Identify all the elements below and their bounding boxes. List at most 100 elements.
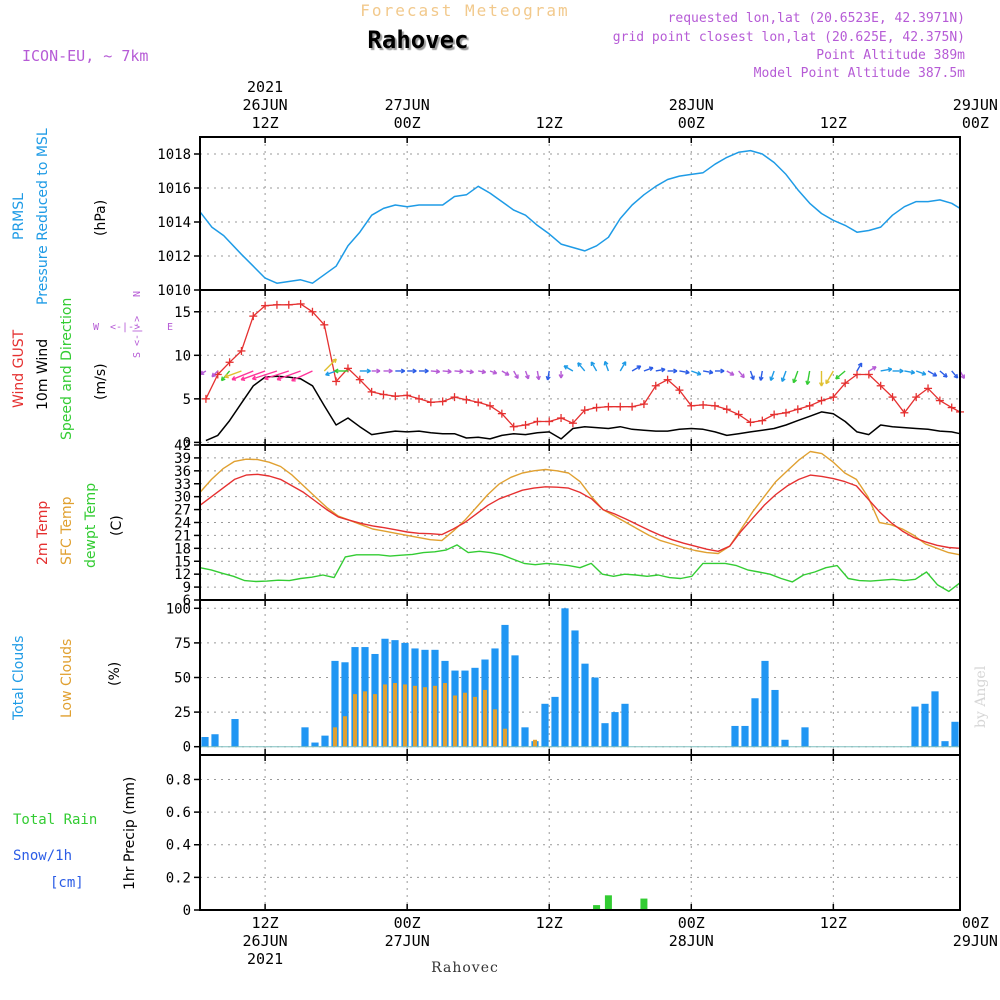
wind-direction-arrow [489, 369, 498, 375]
wind-direction-arrow [631, 365, 642, 372]
gust-marker [261, 301, 270, 310]
gust-marker [817, 396, 826, 405]
top-time-label: 00Z [678, 114, 705, 132]
wind-direction-arrow [691, 370, 702, 376]
gust-marker [912, 393, 921, 402]
wind-direction-arrow [818, 370, 825, 387]
precip-tick-label: 0 [183, 903, 191, 919]
gust-marker [320, 320, 329, 329]
wind-direction-arrow [240, 370, 266, 381]
total-cloud-bar [211, 734, 219, 747]
total-cloud-bar [491, 648, 499, 747]
wind-direction-arrow [231, 370, 254, 381]
gust-marker [379, 390, 388, 399]
gust-marker [734, 410, 743, 419]
gust-marker [853, 370, 862, 379]
wind-direction-arrow [726, 370, 735, 376]
total-cloud-bar [761, 660, 769, 747]
bottom-time-label: 27JUN [385, 932, 430, 950]
wind-direction-arrow [454, 368, 464, 374]
clouds-tick-label: 75 [174, 636, 191, 652]
total-cloud-bar [751, 698, 759, 747]
wind-direction-arrow [805, 370, 811, 386]
total-cloud-bar [331, 660, 339, 747]
wind-direction-arrow [513, 370, 519, 380]
wind-speed-line [205, 375, 961, 442]
wind-direction-arrow [769, 370, 775, 382]
total-cloud-bar [801, 727, 809, 747]
gust-marker [284, 300, 293, 309]
wind-direction-arrow [276, 370, 301, 381]
footer-location: Rahovec [431, 960, 499, 976]
gust-marker [580, 406, 589, 415]
total-cloud-bar [591, 677, 599, 747]
bottom-time-label: 12Z [536, 914, 563, 932]
wind-direction-arrow [915, 370, 927, 376]
gust-marker [687, 401, 696, 410]
total-cloud-bar [931, 691, 939, 747]
total-rain-label: Total Rain [13, 812, 97, 828]
wind-direction-arrow [558, 370, 564, 379]
low-cloud-bar [363, 691, 367, 747]
gust-marker [332, 377, 341, 386]
temp-sfc-label: SFC Temp [59, 496, 75, 565]
temp-2m-label: 2m Temp [35, 501, 51, 565]
wind-direction-arrow [655, 367, 666, 373]
low-cloud-bar [333, 727, 337, 747]
total-cloud-bar [321, 735, 329, 747]
rain-bar [604, 895, 612, 910]
pressure-panel: 1010 1012 1014 1016 1018 [157, 136, 961, 299]
pressure-line [199, 149, 961, 284]
top-time-label: 28JUN [669, 96, 714, 114]
snow-label: Snow/1h [13, 848, 72, 864]
top-time-label: 00Z [394, 114, 421, 132]
gust-marker [391, 392, 400, 401]
low-cloud-bar [433, 685, 437, 747]
temp-tick-label: 9 [183, 580, 191, 596]
watermark: by Angel [973, 665, 989, 728]
gust-marker [876, 381, 885, 390]
gust-marker [521, 420, 530, 429]
total-cloud-bar [771, 689, 779, 747]
pressure-tick-label: 1012 [157, 249, 191, 265]
bottom-time-label: 00Z [962, 914, 989, 932]
wind-direction-arrow [939, 370, 948, 378]
temp-tick-label: 39 [174, 451, 191, 467]
wind-direction-arrow [535, 370, 541, 381]
low-cloud-bar [423, 687, 427, 747]
gust-marker [415, 394, 424, 403]
precip-tick-label: 0.2 [166, 870, 191, 886]
total-clouds-label: Total Clouds [11, 636, 27, 721]
wind-direction-arrow [738, 370, 745, 379]
wind-direction-arrow [334, 368, 348, 374]
wind-direction-arrow [291, 370, 313, 382]
temp-2m-line [199, 473, 961, 552]
total-cloud-bar [741, 725, 749, 747]
total-cloud-bar [551, 696, 559, 747]
wind-direction-arrow [904, 369, 916, 375]
total-cloud-bar [201, 737, 209, 747]
wind-direction-arrow [856, 362, 863, 372]
location-title: Rahovec [367, 26, 468, 54]
gust-marker [545, 417, 554, 426]
gust-marker [367, 387, 376, 396]
low-cloud-bar [453, 695, 457, 747]
temp-unit: (C) [109, 515, 125, 536]
wind-direction-arrow [224, 370, 242, 379]
total-cloud-bar [561, 608, 569, 747]
wind-direction-arrow [714, 368, 725, 374]
wind-direction-arrow [264, 370, 290, 381]
gust-marker [568, 419, 577, 428]
low-cloud-bar [343, 716, 347, 747]
low-cloud-bar [503, 728, 507, 747]
compass-east: E [167, 322, 173, 333]
point-altitude: Point Altitude 389m [816, 48, 965, 63]
wind-direction-arrow [603, 360, 610, 372]
wind-direction-arrow [430, 368, 441, 375]
total-cloud-bar [231, 719, 239, 747]
gust-marker [924, 384, 933, 393]
temp-tick-label: 12 [174, 567, 191, 583]
low-cloud-bar [533, 739, 537, 747]
